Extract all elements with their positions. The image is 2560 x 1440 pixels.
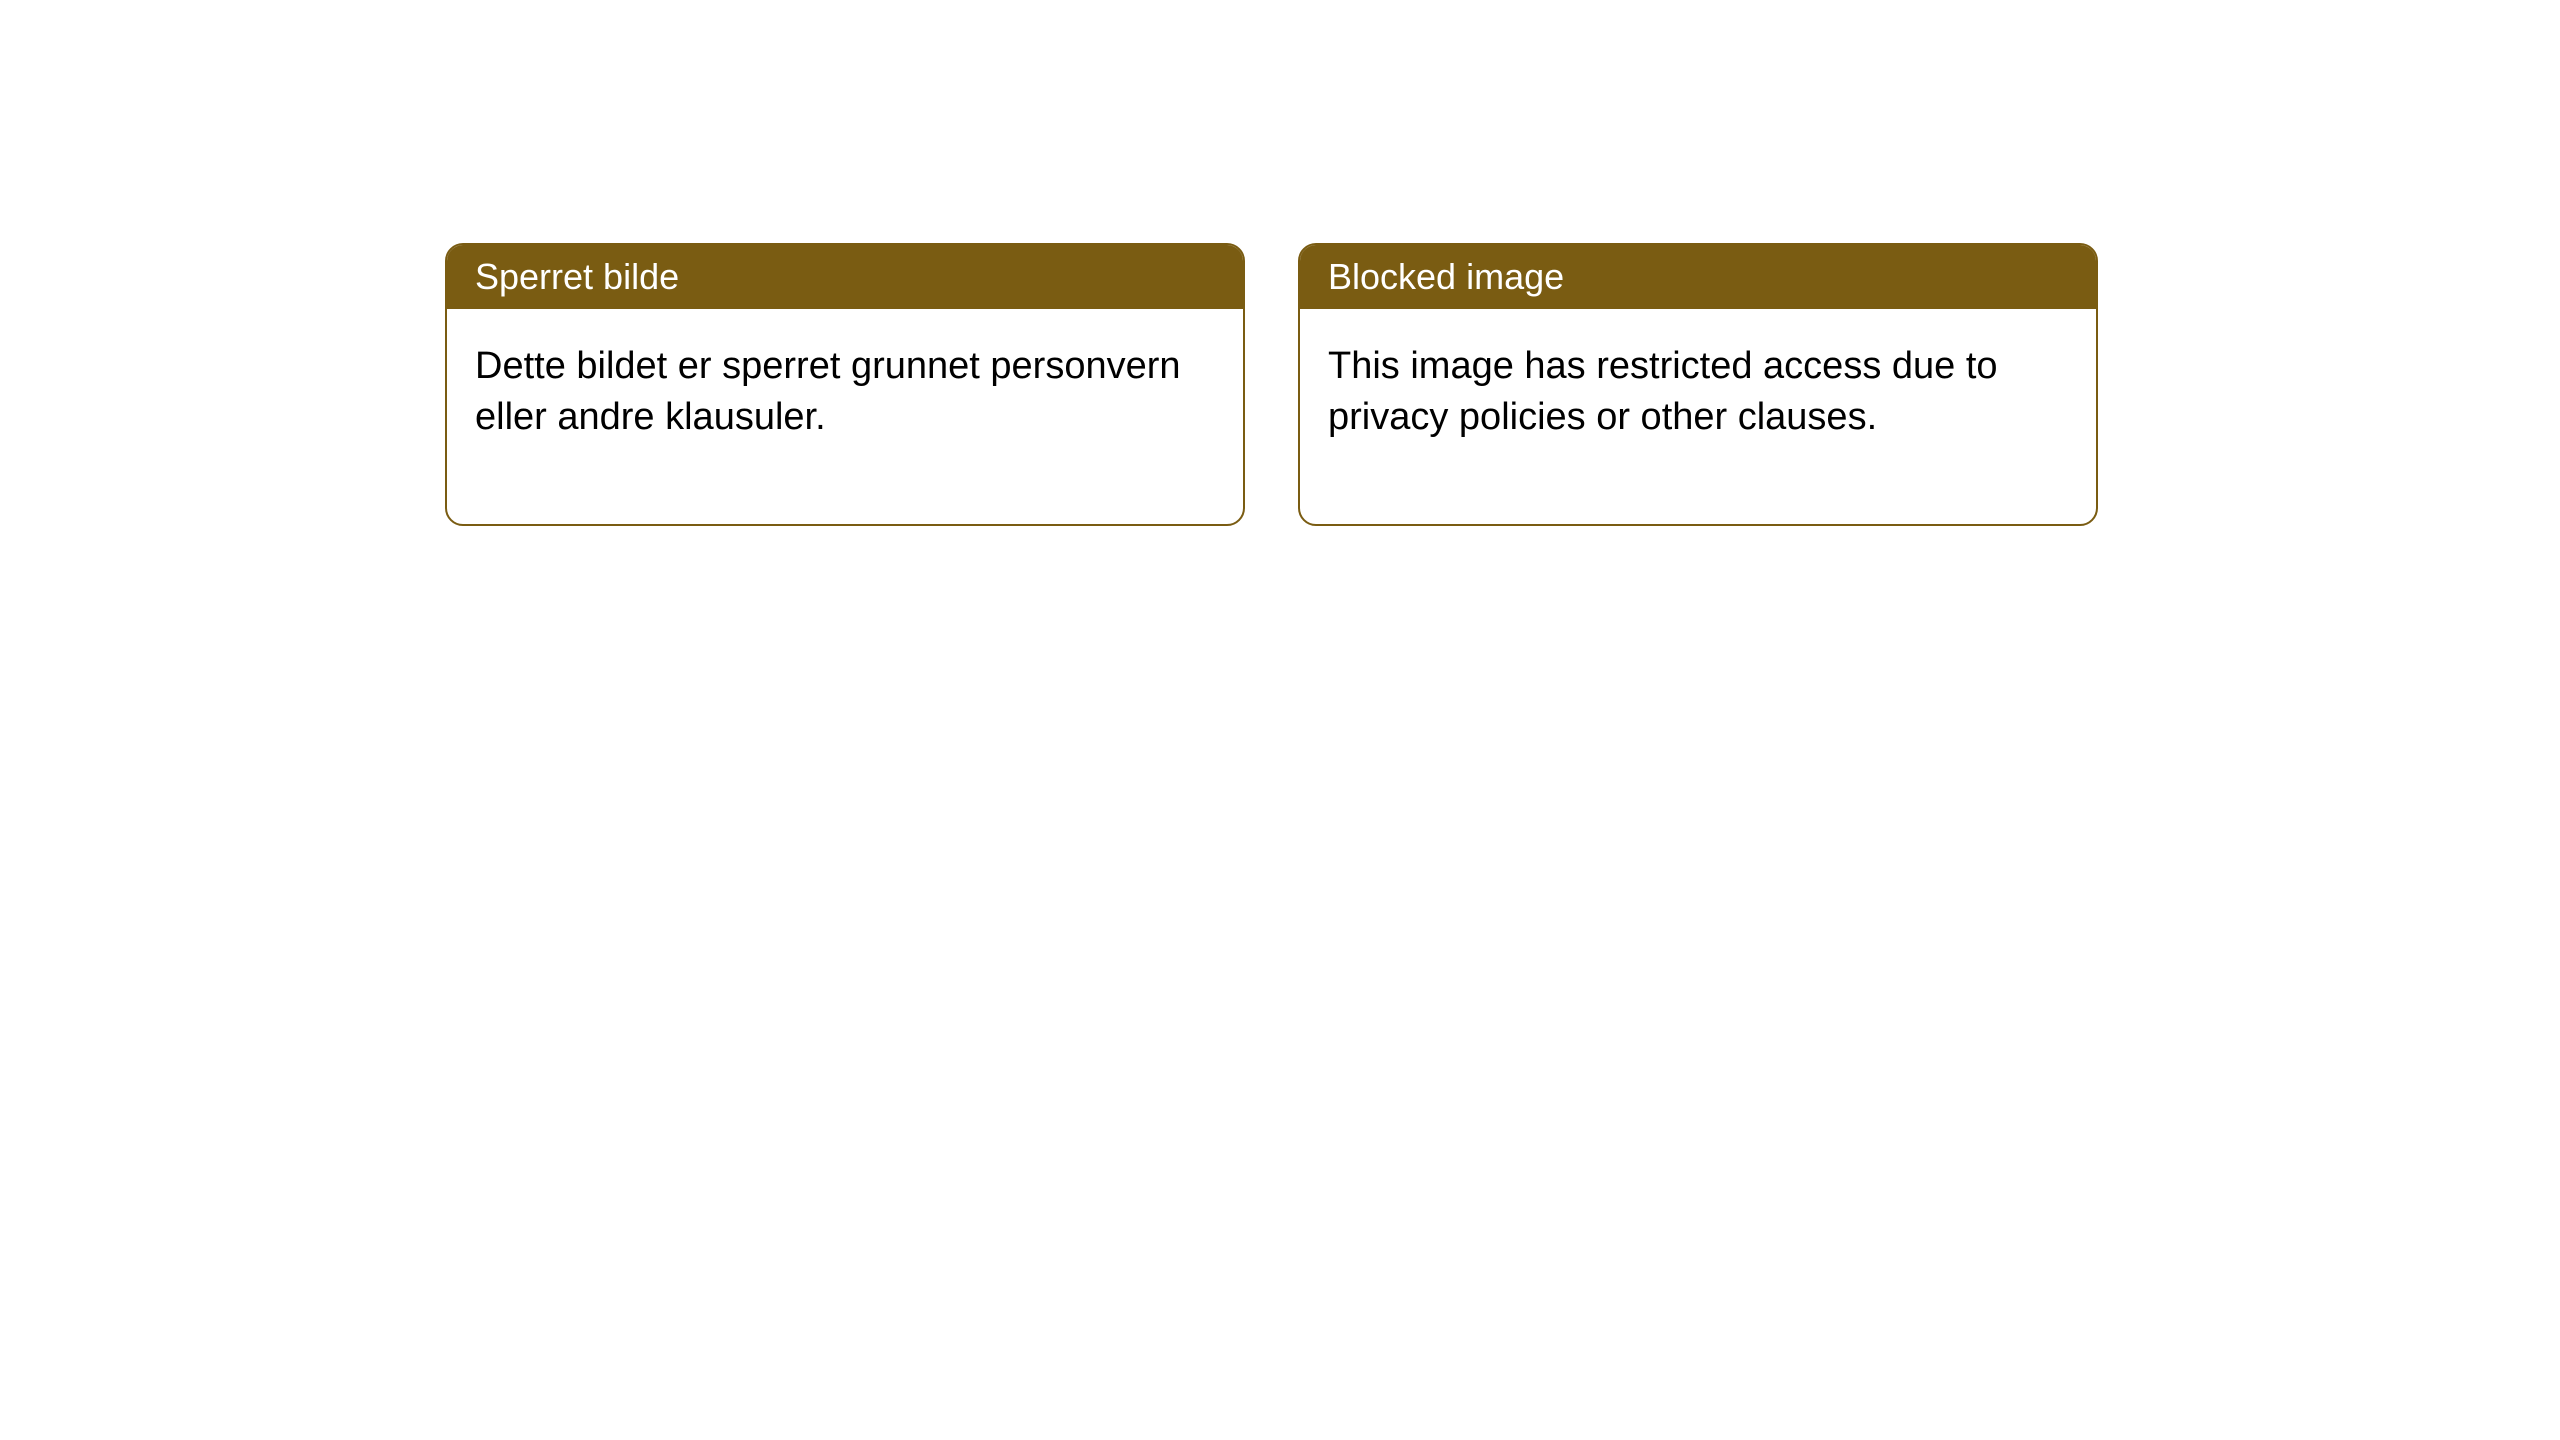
card-english: Blocked image This image has restricted …	[1298, 243, 2098, 526]
card-header-en: Blocked image	[1300, 245, 2096, 309]
card-norwegian: Sperret bilde Dette bildet er sperret gr…	[445, 243, 1245, 526]
card-body-en: This image has restricted access due to …	[1300, 309, 2096, 524]
notice-container: Sperret bilde Dette bildet er sperret gr…	[0, 0, 2560, 526]
card-header-no: Sperret bilde	[447, 245, 1243, 309]
card-body-no: Dette bildet er sperret grunnet personve…	[447, 309, 1243, 524]
